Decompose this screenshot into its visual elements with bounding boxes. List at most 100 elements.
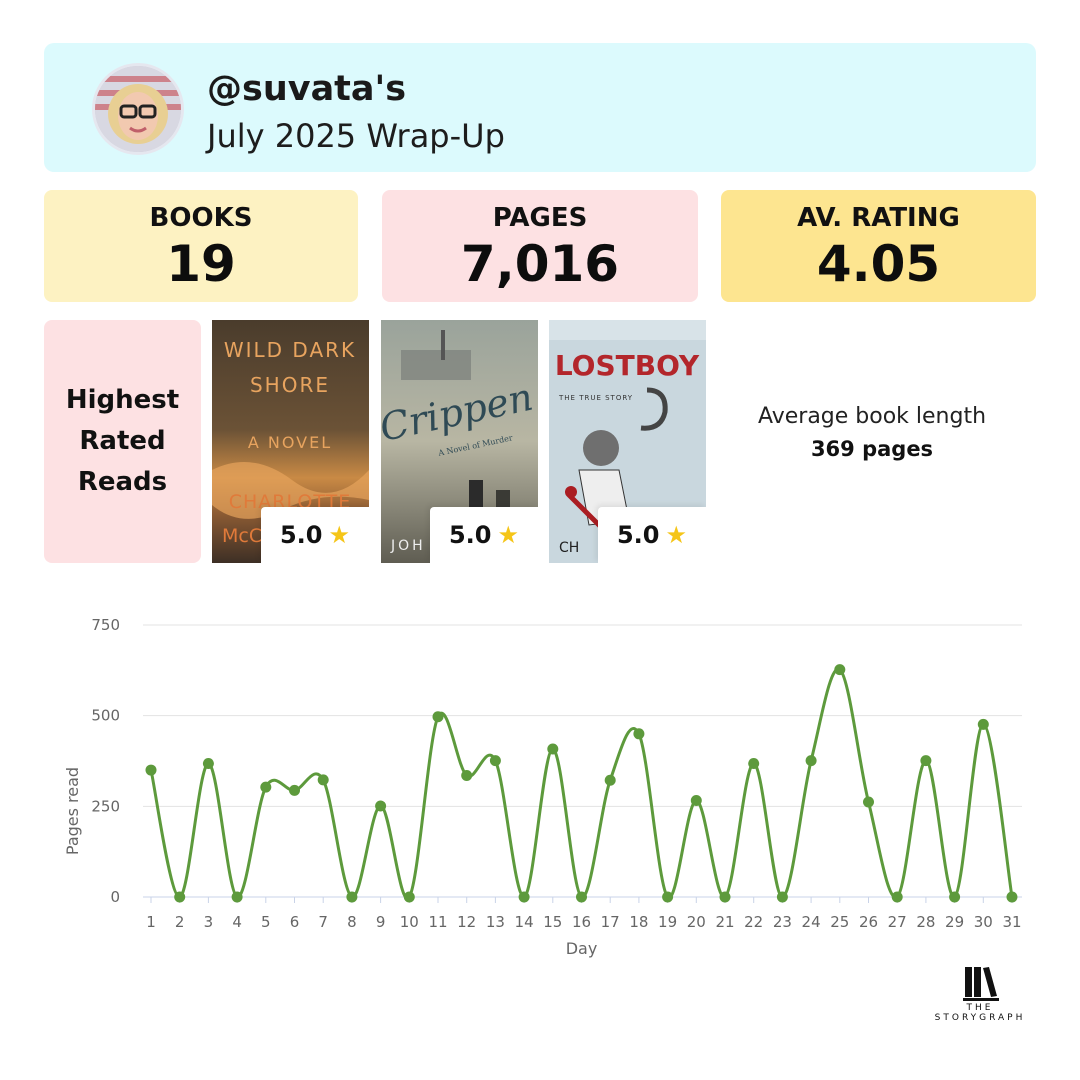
average-length-label: Average book length xyxy=(757,404,987,429)
username-handle: @suvata's xyxy=(207,69,407,109)
x-tick-label: 12 xyxy=(457,913,476,931)
x-tick-label: 25 xyxy=(830,913,849,931)
header-banner: @suvata's July 2025 Wrap-Up xyxy=(44,43,1036,172)
wrapup-title: July 2025 Wrap-Up xyxy=(207,117,505,155)
data-point-day-11 xyxy=(432,711,444,723)
x-axis-title: Day xyxy=(566,939,598,958)
book-2-rating: 5.0 xyxy=(448,521,492,549)
average-length-value: 369 pages xyxy=(810,437,934,461)
x-tick-label: 19 xyxy=(658,913,677,931)
data-point-day-4 xyxy=(231,891,243,903)
x-tick-label: 16 xyxy=(572,913,591,931)
stat-rating-label: AV. RATING xyxy=(797,203,960,233)
average-book-length: Average book length 369 pages xyxy=(722,404,1022,461)
avatar[interactable] xyxy=(92,63,184,155)
data-point-day-6 xyxy=(289,784,300,796)
data-point-day-31 xyxy=(1006,891,1018,903)
highest-rated-label-box: Highest Rated Reads xyxy=(44,320,201,563)
data-point-day-19 xyxy=(662,891,674,903)
book-1-title-line2: SHORE xyxy=(250,373,330,397)
stat-pages-value: 7,016 xyxy=(460,235,620,293)
storygraph-books-icon xyxy=(963,967,999,1001)
y-tick-label: 0 xyxy=(110,888,120,906)
data-point-day-9 xyxy=(375,800,387,812)
book-2-rating-badge: 5.0 ★ xyxy=(430,507,538,563)
book-cover-1[interactable]: WILD DARK SHORE A NOVEL CHARLOTTE McC 5.… xyxy=(212,320,369,563)
stat-books-value: 19 xyxy=(166,235,236,293)
logo-text-storygraph: STORYGRAPH xyxy=(934,1013,1026,1023)
stat-rating-card: AV. RATING 4.05 xyxy=(721,190,1036,302)
x-tick-label: 17 xyxy=(601,913,620,931)
star-icon: ★ xyxy=(328,521,351,549)
data-point-day-27 xyxy=(891,891,903,903)
data-point-day-8 xyxy=(346,891,358,903)
stat-pages-label: PAGES xyxy=(492,203,588,233)
stat-pages-card: PAGES 7,016 xyxy=(382,190,698,302)
x-tick-label: 3 xyxy=(204,913,214,931)
x-tick-label: 7 xyxy=(318,913,328,931)
book-1-subtitle: A NOVEL xyxy=(248,433,332,452)
x-tick-label: 11 xyxy=(428,913,447,931)
x-tick-label: 1 xyxy=(146,913,156,931)
logo-text-the: THE xyxy=(966,1003,994,1013)
book-2-author: JOH xyxy=(390,538,426,554)
data-point-day-7 xyxy=(317,774,329,786)
data-point-day-29 xyxy=(949,891,961,903)
data-point-day-3 xyxy=(202,758,214,770)
data-point-day-17 xyxy=(604,774,616,786)
x-tick-label: 13 xyxy=(486,913,505,931)
x-tick-label: 31 xyxy=(1002,913,1021,931)
x-tick-label: 30 xyxy=(974,913,993,931)
data-point-day-25 xyxy=(834,664,846,676)
book-cover-3[interactable]: LOSTBOY THE TRUE STORY CH 5.0 ★ xyxy=(549,320,706,563)
x-tick-label: 8 xyxy=(347,913,357,931)
book-1-rating-badge: 5.0 ★ xyxy=(261,507,369,563)
data-point-day-20 xyxy=(690,795,702,807)
book-1-author-line2: McC xyxy=(222,525,262,547)
y-tick-label: 500 xyxy=(91,707,120,725)
x-tick-label: 18 xyxy=(629,913,648,931)
data-point-day-26 xyxy=(863,796,874,808)
data-point-day-12 xyxy=(461,770,473,782)
data-point-day-14 xyxy=(518,891,530,903)
data-point-day-23 xyxy=(776,891,788,903)
data-point-day-24 xyxy=(805,755,817,767)
x-tick-label: 2 xyxy=(175,913,185,931)
x-tick-label: 10 xyxy=(400,913,419,931)
data-point-day-13 xyxy=(489,755,501,767)
x-tick-label: 9 xyxy=(376,913,386,931)
stat-books-label: BOOKS xyxy=(149,203,253,233)
x-tick-label: 26 xyxy=(859,913,878,931)
x-tick-label: 24 xyxy=(802,913,821,931)
data-point-day-16 xyxy=(576,891,587,903)
data-point-day-2 xyxy=(174,891,186,903)
data-point-day-10 xyxy=(403,891,415,903)
book-3-author: CH xyxy=(559,540,579,556)
book-cover-2[interactable]: Crippen A Novel of Murder JOH 5.0 ★ xyxy=(381,320,538,563)
storygraph-logo[interactable]: THE STORYGRAPH xyxy=(920,965,1040,1045)
star-icon: ★ xyxy=(497,521,520,549)
data-point-day-1 xyxy=(145,764,157,776)
x-tick-label: 22 xyxy=(744,913,763,931)
x-tick-label: 20 xyxy=(687,913,706,931)
series-line xyxy=(149,667,1014,900)
stat-rating-value: 4.05 xyxy=(816,235,941,293)
x-tick-label: 5 xyxy=(261,913,271,931)
data-point-day-21 xyxy=(719,891,731,903)
data-point-day-30 xyxy=(977,718,989,730)
data-point-day-15 xyxy=(547,743,559,755)
book-3-rating-badge: 5.0 ★ xyxy=(598,507,706,563)
book-1-title-line1: WILD DARK xyxy=(224,338,356,362)
data-point-day-22 xyxy=(748,758,760,770)
x-tick-label: 6 xyxy=(290,913,300,931)
x-tick-label: 27 xyxy=(888,913,907,931)
x-tick-label: 4 xyxy=(232,913,242,931)
book-3-rating: 5.0 xyxy=(616,521,660,549)
x-tick-label: 15 xyxy=(543,913,562,931)
x-tick-label: 28 xyxy=(916,913,935,931)
y-axis-title: Pages read xyxy=(63,767,82,855)
stat-books-card: BOOKS 19 xyxy=(44,190,358,302)
book-3-title: LOSTBOY xyxy=(555,349,700,382)
x-tick-label: 23 xyxy=(773,913,792,931)
